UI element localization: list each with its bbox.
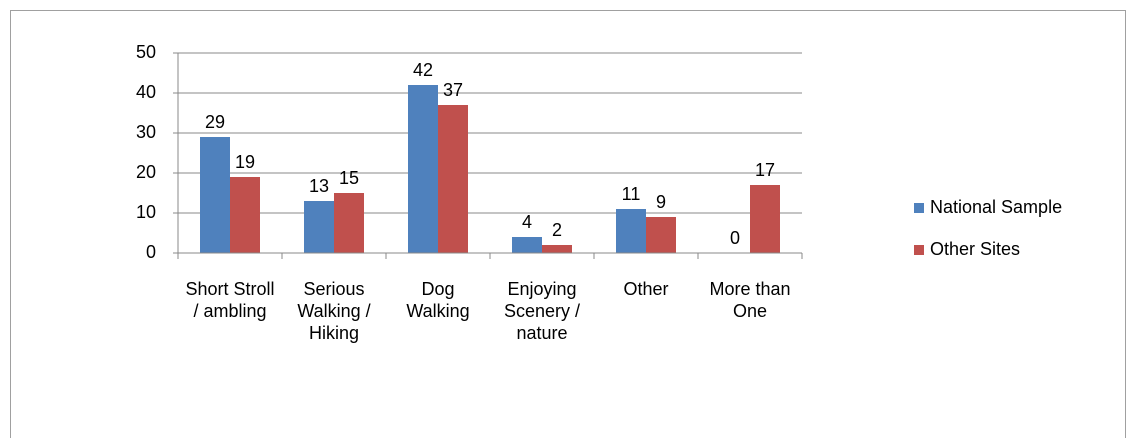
x-tick-label: Dog Walking	[406, 279, 470, 321]
bar	[646, 217, 676, 253]
y-tick-label: 20	[136, 162, 156, 182]
x-tick-label: Serious Walking / Hiking	[297, 279, 371, 343]
x-tick-label: Short Stroll / ambling	[185, 279, 275, 321]
data-label: 42	[413, 60, 433, 80]
legend-swatch	[914, 203, 924, 213]
y-tick-label: 0	[146, 242, 156, 262]
bar	[542, 245, 572, 253]
x-tick-label: More than One	[709, 279, 791, 321]
y-tick-label: 50	[136, 42, 156, 62]
bar	[438, 105, 468, 253]
x-tick-label: Enjoying Scenery / nature	[503, 279, 581, 343]
data-label: 13	[309, 176, 329, 196]
bar	[230, 177, 260, 253]
bar	[304, 201, 334, 253]
bar	[616, 209, 646, 253]
data-label: 19	[235, 152, 255, 172]
data-label: 11	[622, 184, 641, 204]
y-tick-label: 10	[136, 202, 156, 222]
data-label: 4	[522, 212, 532, 232]
data-label: 17	[755, 160, 775, 180]
y-tick-label: 40	[136, 82, 156, 102]
x-tick-label: Other	[623, 279, 669, 299]
data-label: 15	[339, 168, 359, 188]
data-label: 9	[656, 192, 666, 212]
legend-label: National Sample	[930, 197, 1062, 217]
data-label: 29	[205, 112, 225, 132]
bar	[512, 237, 542, 253]
bar	[750, 185, 780, 253]
bar	[408, 85, 438, 253]
bar	[334, 193, 364, 253]
chart-border	[10, 10, 1126, 438]
legend-label: Other Sites	[930, 239, 1020, 259]
data-label: 2	[552, 220, 562, 240]
legend-swatch	[914, 245, 924, 255]
data-label: 0	[730, 228, 740, 248]
data-label: 37	[443, 80, 463, 100]
bar	[200, 137, 230, 253]
y-tick-label: 30	[136, 122, 156, 142]
